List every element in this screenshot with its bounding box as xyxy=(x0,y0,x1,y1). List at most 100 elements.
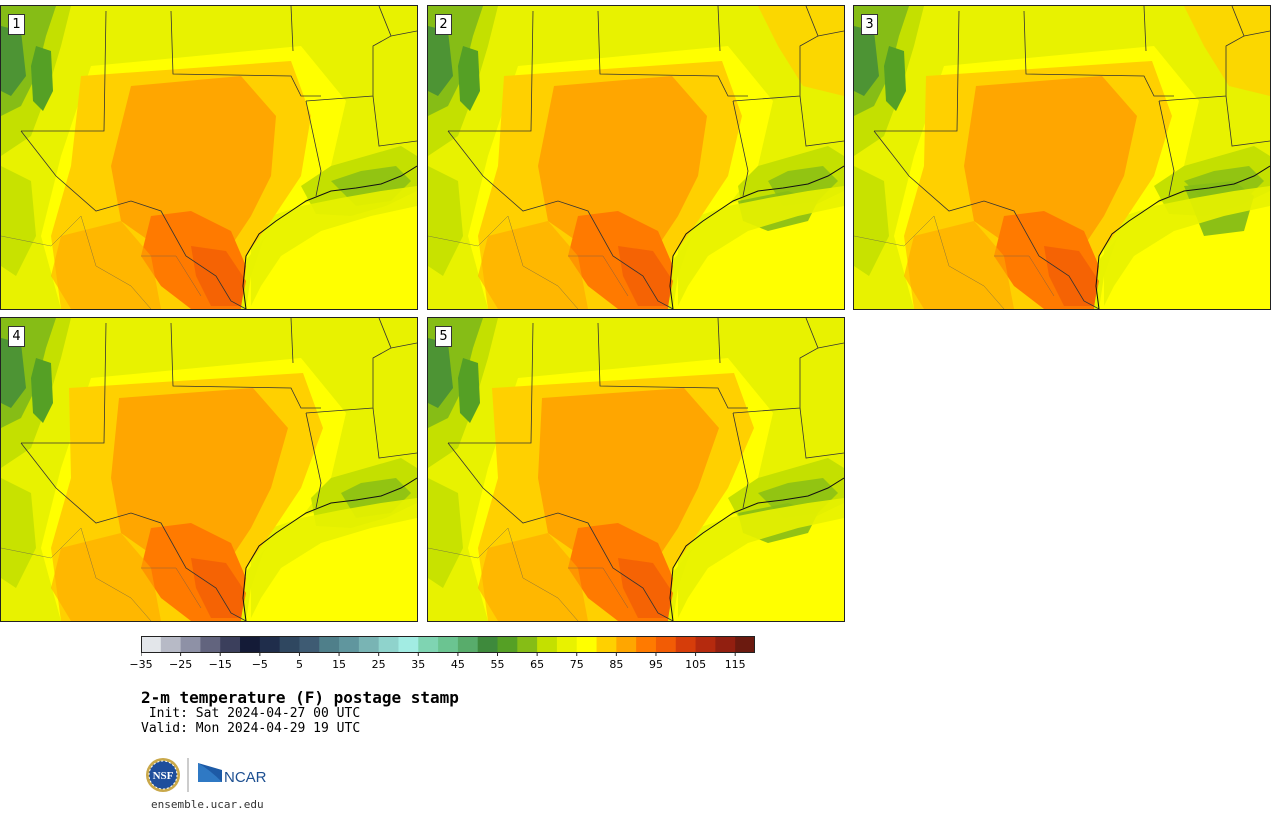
colorbar-swatch xyxy=(200,636,221,653)
state-border xyxy=(1158,6,1245,102)
colorbar-tick-label: 5 xyxy=(295,658,303,671)
member-map-3: 3 xyxy=(853,5,1271,310)
nsf-seal-icon: NSF xyxy=(146,758,180,792)
state-border xyxy=(21,10,107,132)
mexico-mottled xyxy=(51,533,161,621)
temperature-map xyxy=(428,6,844,309)
state-border xyxy=(372,407,417,459)
western-terrain xyxy=(854,166,889,276)
state-border xyxy=(799,95,844,147)
colorbar-swatch xyxy=(240,636,261,653)
mountain-peak xyxy=(458,358,480,423)
member-label: 1 xyxy=(8,14,25,35)
state-border xyxy=(305,100,322,197)
coastline xyxy=(242,477,417,621)
state-border xyxy=(597,10,748,97)
state-border xyxy=(372,95,417,147)
coastline xyxy=(1095,165,1270,309)
state-border xyxy=(1158,100,1175,197)
colorbar-swatch xyxy=(457,636,479,653)
colorbar-tick-label: 95 xyxy=(648,658,663,671)
colorbar-tick-label: 115 xyxy=(724,658,746,671)
colorbar-swatch xyxy=(497,636,518,653)
international-border xyxy=(447,130,674,309)
coastal-band xyxy=(1104,186,1270,306)
mexico-state-border xyxy=(80,527,152,621)
colorbar-swatch xyxy=(675,636,697,653)
state-border xyxy=(732,6,819,102)
member-label: 2 xyxy=(435,14,452,35)
state-border xyxy=(305,6,392,102)
coastal-band xyxy=(678,186,844,306)
colorbar-swatch xyxy=(636,636,657,653)
coastline xyxy=(669,165,844,309)
mexico-state-border xyxy=(80,215,152,309)
colorbar-swatch xyxy=(477,636,499,653)
mountain-peak xyxy=(1,338,26,408)
international-border xyxy=(20,442,247,621)
colorbar-swatch xyxy=(220,636,241,653)
state-border xyxy=(717,6,721,52)
colorbar-tick-label: 75 xyxy=(569,658,584,671)
state-border xyxy=(799,407,844,459)
colorbar-swatch xyxy=(339,636,360,653)
mountain-peak xyxy=(854,26,879,96)
western-terrain xyxy=(428,166,463,276)
colorbar-tick-labels: −35 −25 −15 −5 5 15 25 35 45 55 65 75 85 95 105 115 xyxy=(129,658,755,674)
state-border xyxy=(290,318,294,364)
mexico-state-border xyxy=(568,255,629,297)
state-border xyxy=(717,318,721,364)
colorbar-tick-label: −35 xyxy=(129,658,153,671)
western-terrain xyxy=(428,478,463,588)
source-url: ensemble.ucar.edu xyxy=(151,798,264,811)
colorbar-tick-label: 105 xyxy=(685,658,707,671)
colorbar-swatch xyxy=(438,636,459,653)
init-time: Init: Sat 2024-04-27 00 UTC xyxy=(141,706,361,721)
hottest-core xyxy=(191,558,246,618)
colorbar-swatch xyxy=(141,636,162,653)
chart-title: 2-m temperature (F) postage stamp xyxy=(141,688,459,707)
colorbar-swatch xyxy=(180,636,201,653)
colorbar-swatch xyxy=(655,636,677,653)
colorbar-tick-label: 65 xyxy=(530,658,545,671)
svg-text:NCAR: NCAR xyxy=(224,769,267,786)
state-border xyxy=(290,6,294,52)
state-border xyxy=(817,30,844,37)
mexico-state-border xyxy=(933,215,1005,309)
state-border xyxy=(1225,95,1270,147)
state-border xyxy=(732,100,749,197)
colorbar-swatch xyxy=(398,636,419,653)
coastal-band xyxy=(251,186,417,306)
state-border xyxy=(390,30,417,37)
mexico-mottled xyxy=(478,221,588,309)
western-terrain xyxy=(1,478,36,588)
mountain-peak xyxy=(31,46,53,111)
international-border xyxy=(873,130,1100,309)
colorbar-swatch xyxy=(596,636,617,653)
hottest-core xyxy=(191,246,246,306)
colorbar-tick-label: 55 xyxy=(490,658,505,671)
state-border xyxy=(597,322,748,409)
colorbar-tick-label: 25 xyxy=(371,658,386,671)
northeast-warm xyxy=(758,6,844,96)
colorbar-tick-label: 35 xyxy=(411,658,426,671)
mountain-peak xyxy=(428,26,453,96)
mexico-state-border xyxy=(994,255,1055,297)
mexico-state-border xyxy=(1,215,82,247)
colorbar-swatch xyxy=(299,636,320,653)
colorbar-tick-label: 15 xyxy=(332,658,347,671)
member-label: 3 xyxy=(861,14,878,35)
colorbar-swatch xyxy=(616,636,637,653)
hottest-core xyxy=(618,558,673,618)
colorbar-swatch xyxy=(418,636,439,653)
colorbar-swatch xyxy=(358,636,380,653)
state-border xyxy=(448,322,534,444)
mountain-peak xyxy=(458,46,480,111)
colorbar-swatch xyxy=(695,636,716,653)
mexico-mottled xyxy=(51,221,161,309)
colorbar-swatch xyxy=(319,636,340,653)
coastal-band xyxy=(251,498,417,618)
hottest-core xyxy=(618,246,673,306)
temperature-map xyxy=(1,318,417,621)
member-map-5: 5 xyxy=(427,317,845,622)
